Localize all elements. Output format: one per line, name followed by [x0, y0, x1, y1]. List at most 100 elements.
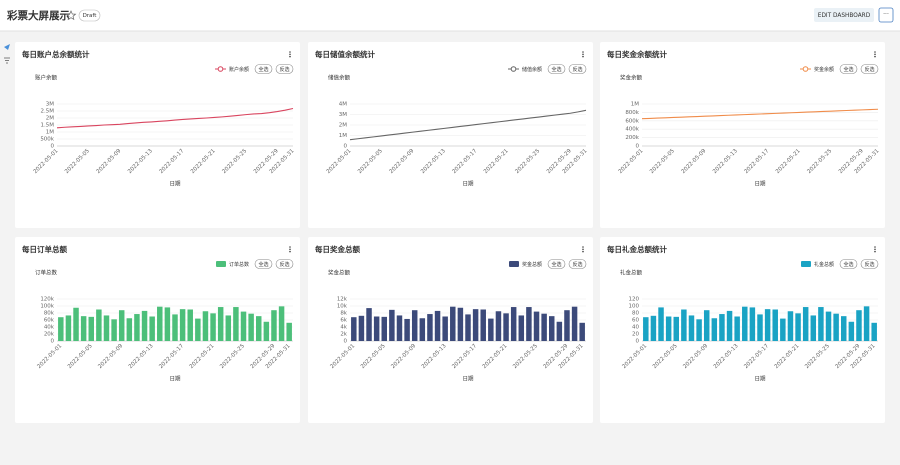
bar [856, 310, 862, 341]
menu-dot[interactable] [874, 55, 876, 58]
bar [841, 316, 847, 341]
bar [419, 318, 426, 341]
bar [233, 307, 239, 341]
legend-button-label[interactable]: 反选 [279, 261, 289, 268]
y-tick-label: 4k [340, 325, 347, 331]
bar [734, 316, 740, 341]
more-button[interactable] [878, 7, 894, 23]
menu-dot[interactable] [582, 248, 584, 251]
menu-dot[interactable] [289, 55, 291, 58]
bar [278, 306, 285, 341]
bar [510, 307, 517, 341]
menu-dot[interactable] [874, 248, 876, 251]
bar [541, 313, 547, 341]
legend-label[interactable]: 奖金总额 [522, 261, 542, 268]
legend-button-label[interactable]: 全选 [551, 66, 561, 73]
line-series [641, 108, 879, 120]
bar [118, 310, 125, 341]
menu-dot[interactable] [582, 51, 584, 53]
bar [172, 314, 178, 341]
sidebar-icon[interactable] [4, 44, 10, 50]
filter-icon[interactable] [4, 57, 10, 64]
legend-button-label[interactable]: 全选 [551, 261, 561, 268]
bar [665, 316, 672, 341]
menu-dot[interactable] [289, 250, 291, 253]
menu-dot[interactable] [874, 250, 876, 253]
edit-button-label[interactable]: EDIT DASHBOARD [818, 13, 871, 19]
legend-label[interactable]: 奖金余额 [814, 66, 834, 73]
y-tick-label: 8k [340, 311, 347, 317]
y-tick-label: 200k [625, 135, 639, 141]
bar [533, 311, 540, 341]
menu-dot[interactable] [874, 246, 876, 248]
menu-dot[interactable] [289, 248, 291, 251]
legend-button-label[interactable]: 反选 [572, 66, 582, 73]
menu-dot[interactable] [582, 53, 584, 56]
bar [263, 321, 270, 341]
legend-button[interactable] [547, 259, 566, 269]
legend-button[interactable] [839, 259, 858, 269]
legend-label[interactable]: 订单总数 [229, 261, 249, 268]
legend-button-label[interactable]: 反选 [864, 261, 874, 268]
legend-button-label[interactable]: 反选 [279, 66, 289, 73]
y-tick-label: 2k [340, 332, 347, 338]
y-tick-label: 1M [46, 130, 54, 136]
legend-label[interactable]: 储值余额 [522, 66, 542, 73]
legend-button-label[interactable]: 反选 [572, 261, 582, 268]
bar [373, 316, 380, 341]
y-axis-label: 奖金余额 [620, 74, 643, 82]
legend-icon-dot [217, 66, 224, 72]
legend-button[interactable] [568, 259, 587, 269]
bar [757, 314, 763, 341]
menu-dot[interactable] [874, 53, 876, 56]
legend-button[interactable] [568, 64, 587, 74]
more-button-label[interactable]: ··· [883, 11, 889, 18]
chart-title: 每日账户总余额统计 [22, 49, 90, 59]
bar [141, 310, 148, 341]
y-tick-label: 100 [629, 304, 640, 310]
legend-button[interactable] [254, 64, 273, 74]
bar [703, 310, 710, 341]
header-bar [0, 0, 900, 31]
bar [73, 307, 79, 341]
y-tick-label: 3M [46, 102, 54, 108]
menu-dot[interactable] [289, 51, 291, 53]
bar [126, 318, 133, 341]
legend-button[interactable] [254, 259, 273, 269]
legend-label[interactable]: 礼金总额 [814, 261, 834, 268]
legend-button-label[interactable]: 全选 [258, 261, 268, 268]
bar [450, 306, 456, 341]
legend-button-label[interactable]: 全选 [843, 261, 853, 268]
legend-label[interactable]: 账户余额 [229, 66, 249, 73]
legend-button-label[interactable]: 全选 [258, 66, 268, 73]
star-icon[interactable] [65, 10, 77, 21]
menu-dot[interactable] [582, 246, 584, 248]
bar [396, 315, 403, 341]
menu-dot[interactable] [582, 55, 584, 58]
edit-button[interactable] [814, 8, 874, 22]
bar [556, 321, 563, 341]
menu-dot[interactable] [289, 53, 291, 56]
legend-button[interactable] [860, 259, 879, 269]
y-tick-label: 0 [344, 144, 348, 150]
legend-button[interactable] [275, 64, 294, 74]
legend-button-label[interactable]: 反选 [864, 66, 874, 73]
bar [696, 319, 702, 341]
bar [833, 313, 839, 341]
legend-button[interactable] [547, 64, 566, 74]
bar [134, 314, 140, 341]
bar [457, 307, 464, 341]
legend-button-label[interactable]: 全选 [843, 66, 853, 73]
bar [256, 316, 262, 341]
line-series [349, 109, 587, 141]
legend-button[interactable] [839, 64, 858, 74]
bar [96, 309, 102, 341]
menu-dot[interactable] [582, 250, 584, 253]
chart-title: 每日奖金余额统计 [607, 49, 667, 59]
legend-button[interactable] [275, 259, 294, 269]
legend-button[interactable] [860, 64, 879, 74]
menu-dot[interactable] [874, 51, 876, 53]
menu-dot[interactable] [289, 246, 291, 248]
bar [495, 311, 502, 341]
